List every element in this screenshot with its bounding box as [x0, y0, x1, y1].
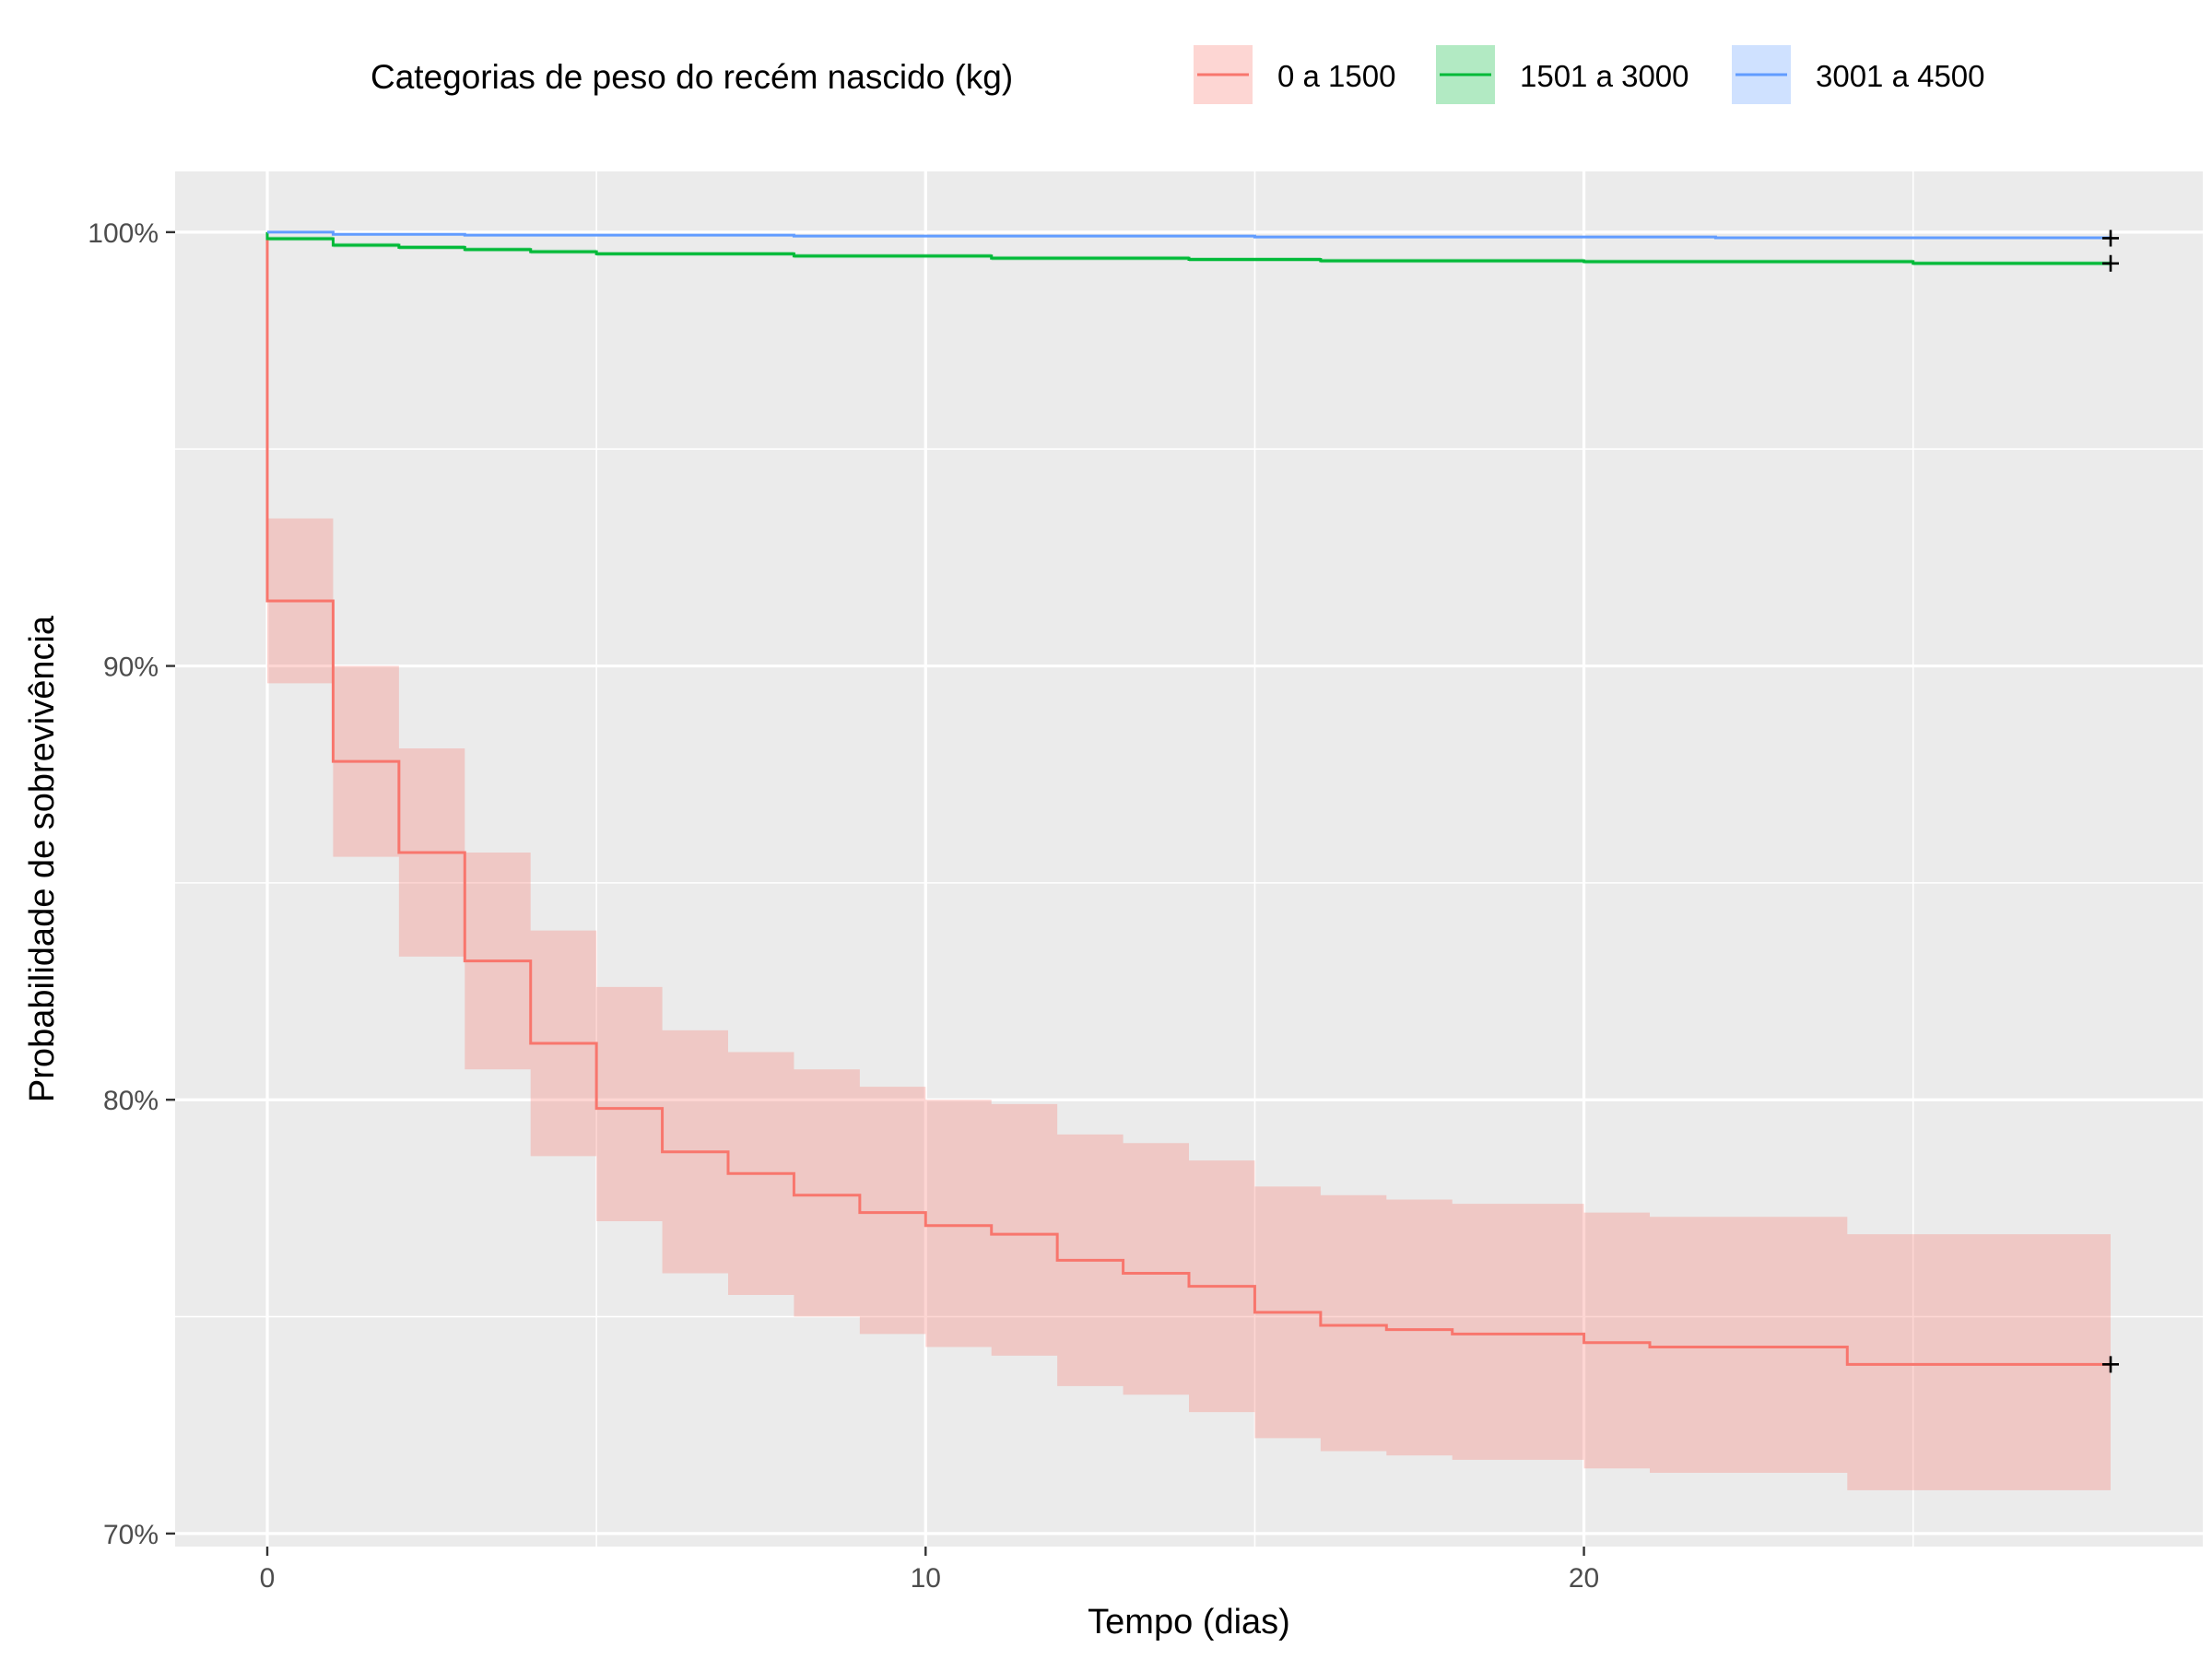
- legend-key-1: 1501 a 3000: [1434, 43, 1689, 106]
- censor-mark-0: [2102, 1356, 2119, 1373]
- y-axis-title: Probabilidade de sobrevivência: [23, 615, 62, 1102]
- legend-key-2: 3001 a 4500: [1730, 43, 1985, 106]
- y-tick-label: 80%: [103, 1086, 159, 1116]
- x-tick-label: 10: [911, 1563, 941, 1594]
- x-tick-label: 20: [1569, 1563, 1599, 1594]
- legend-title: Categorias de peso do recém nascido (kg): [371, 58, 1013, 96]
- y-tick-label: 70%: [103, 1520, 159, 1550]
- survival-curve-0: [265, 231, 2111, 1366]
- legend-label-2: 3001 a 4500: [1816, 59, 1985, 93]
- legend-label-0: 0 a 1500: [1277, 59, 1395, 93]
- grid-minor: [175, 171, 2203, 1547]
- legend: Categorias de peso do recém nascido (kg)…: [371, 43, 1985, 106]
- survival-curves: [265, 230, 2112, 1366]
- x-axis: 0 10 20: [260, 1547, 1599, 1594]
- y-tick-label: 100%: [88, 218, 159, 249]
- censor-mark-1: [2102, 254, 2119, 272]
- x-tick-label: 0: [260, 1563, 276, 1594]
- legend-key-0: 0 a 1500: [1192, 43, 1395, 106]
- x-axis-title: Tempo (dias): [1088, 1603, 1290, 1641]
- legend-label-1: 1501 a 3000: [1520, 59, 1689, 93]
- censor-mark-2: [2102, 229, 2119, 247]
- y-axis: 70% 80% 90% 100%: [88, 218, 175, 1550]
- y-tick-label: 90%: [103, 653, 159, 683]
- confidence-band-0: [267, 231, 2111, 1490]
- survival-curve-2: [267, 230, 2112, 240]
- survival-curve-1: [265, 231, 2111, 265]
- censor-marks: [2102, 229, 2119, 1373]
- grid-major: [175, 171, 2203, 1547]
